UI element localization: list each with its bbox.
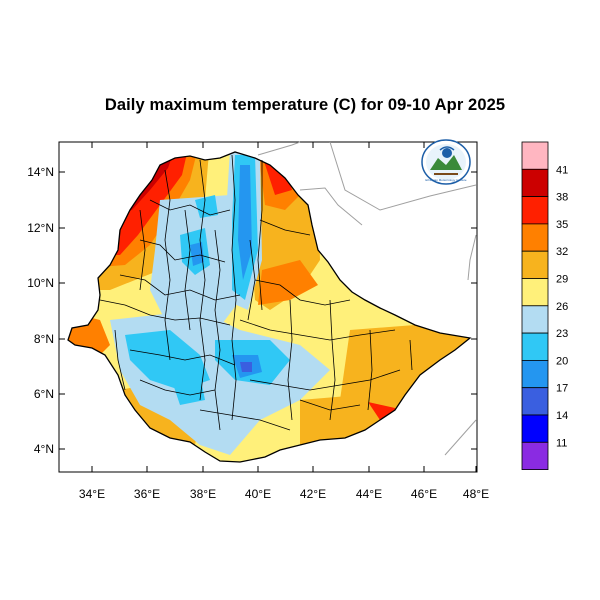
colorbar-label: 14 (556, 410, 568, 422)
colorbar: 41 38 35 32 29 26 23 20 17 14 11 (521, 141, 568, 470)
colorbar-label: 41 (556, 164, 568, 176)
colorbar-swatch (521, 387, 549, 416)
logo-text: Ethiopian Meteorology Institute (425, 178, 467, 182)
map-title: Daily maximum temperature (C) for 09-10 … (104, 96, 506, 114)
y-tick-labels: 4°N 6°N 8°N 10°N 12°N 14°N (27, 165, 54, 456)
colorbar-swatch (521, 196, 549, 225)
x-tick-46: 46°E (411, 487, 437, 501)
colorbar-swatch (521, 278, 549, 307)
colorbar-label: 29 (556, 274, 568, 286)
x-tick-40: 40°E (245, 487, 271, 501)
x-tick-48: 48°E (463, 487, 489, 501)
colorbar-swatch (521, 250, 549, 279)
y-tick-12: 12°N (27, 221, 54, 235)
y-tick-4: 4°N (34, 442, 54, 456)
x-tick-38: 38°E (190, 487, 216, 501)
y-tick-10: 10°N (27, 276, 54, 290)
ethiopian-meteorology-institute-logo: Ethiopian Meteorology Institute (421, 139, 471, 185)
x-axis (91, 142, 477, 472)
y-axis (59, 171, 477, 450)
colorbar-swatch (521, 223, 549, 252)
colorbar-label: 20 (556, 355, 568, 367)
x-tick-44: 44°E (356, 487, 382, 501)
x-tick-labels: 34°E 36°E 38°E 40°E 42°E 44°E 46°E 48°E (79, 487, 489, 501)
colorbar-swatch (521, 359, 549, 389)
x-tick-34: 34°E (79, 487, 105, 501)
colorbar-label: 38 (556, 192, 568, 204)
country-border (67, 151, 472, 463)
x-tick-36: 36°E (134, 487, 160, 501)
y-tick-6: 6°N (34, 387, 54, 401)
colorbar-label: 11 (556, 437, 567, 449)
colorbar-label: 23 (556, 328, 568, 340)
y-tick-14: 14°N (27, 165, 54, 179)
colorbar-label: 35 (556, 219, 568, 231)
admin-boundaries (99, 154, 413, 431)
colorbar-swatch (521, 168, 549, 198)
x-tick-42: 42°E (300, 487, 326, 501)
y-tick-8: 8°N (34, 332, 54, 346)
colorbar-label: 26 (556, 301, 568, 313)
colorbar-swatch (521, 305, 549, 334)
colorbar-label: 32 (556, 246, 568, 258)
neighbor-borders (257, 141, 477, 456)
colorbar-label: 17 (556, 383, 568, 395)
colorbar-swatch (521, 441, 549, 470)
colorbar-swatch (521, 141, 549, 170)
colorbar-swatch (521, 414, 549, 443)
colorbar-swatch (521, 332, 549, 361)
